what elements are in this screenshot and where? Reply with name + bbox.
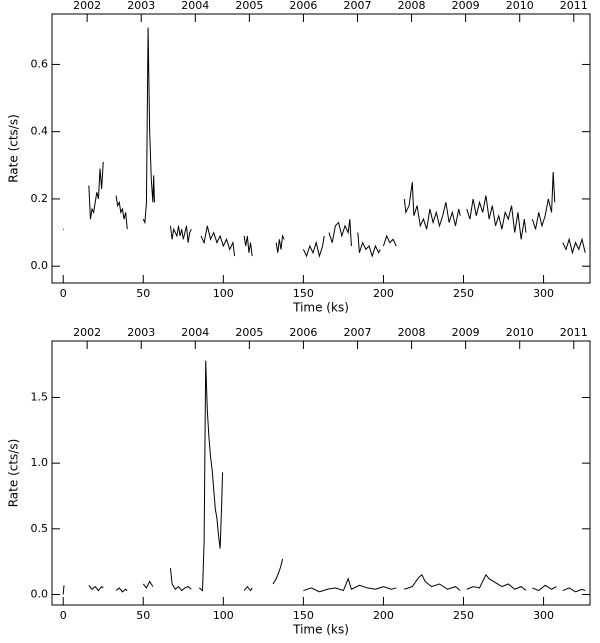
x-tick-label: 100	[213, 609, 234, 622]
top-tick-label: 2010	[506, 0, 534, 12]
top-tick-label: 2011	[560, 326, 588, 339]
top-tick-label: 2009	[452, 0, 480, 12]
x-tick-label: 0	[60, 287, 67, 300]
y-tick-label: 1.0	[31, 456, 49, 469]
x-tick-label: 200	[373, 287, 394, 300]
x-axis-title: Time (ks)	[292, 301, 349, 315]
x-tick-label: 150	[293, 609, 314, 622]
y-axis-title: Rate (cts/s)	[7, 114, 21, 183]
x-tick-label: 250	[453, 287, 474, 300]
x-axis-title: Time (ks)	[292, 623, 349, 637]
y-tick-label: 0.4	[31, 125, 49, 138]
top-tick-label: 2008	[398, 0, 426, 12]
top-tick-label: 2004	[181, 0, 209, 12]
top-tick-label: 2002	[73, 0, 101, 12]
top-tick-label: 2005	[235, 326, 263, 339]
y-tick-label: 0.0	[31, 259, 49, 272]
x-tick-label: 300	[533, 287, 554, 300]
top-tick-label: 2009	[452, 326, 480, 339]
top-tick-label: 2008	[398, 326, 426, 339]
x-tick-label: 150	[293, 287, 314, 300]
x-tick-label: 50	[136, 609, 150, 622]
top-tick-label: 2011	[560, 0, 588, 12]
panel: 0 50 100 150 200 250 300 2002 2003 2004 2005 2006 20…	[7, 326, 591, 637]
plot-frame	[51, 340, 591, 606]
x-tick-label: 300	[533, 609, 554, 622]
top-tick-label: 2004	[181, 326, 209, 339]
x-tick-label: 0	[60, 609, 67, 622]
light-curve	[62, 360, 586, 595]
x-tick-label: 100	[213, 287, 234, 300]
panel: 0 50 100 150 200 250 300 2002 2003 2004 2005 2006 20…	[7, 0, 591, 315]
top-tick-label: 2007	[343, 0, 371, 12]
top-tick-label: 2006	[289, 326, 317, 339]
x-tick-label: 250	[453, 609, 474, 622]
top-tick-label: 2006	[289, 0, 317, 12]
top-tick-label: 2002	[73, 326, 101, 339]
top-tick-label: 2010	[506, 326, 534, 339]
y-axis-title: Rate (cts/s)	[7, 439, 21, 508]
y-tick-label: 0.2	[31, 192, 49, 205]
top-tick-label: 2007	[343, 326, 371, 339]
y-tick-label: 1.5	[31, 390, 49, 403]
y-tick-label: 0.0	[31, 587, 49, 600]
top-tick-label: 2003	[127, 0, 155, 12]
top-tick-label: 2003	[127, 326, 155, 339]
light-curve	[63, 27, 586, 258]
top-tick-label: 2005	[235, 0, 263, 12]
y-tick-label: 0.5	[31, 522, 49, 535]
plot-frame	[51, 13, 591, 284]
y-tick-label: 0.6	[31, 57, 49, 70]
x-tick-label: 200	[373, 609, 394, 622]
x-tick-label: 50	[136, 287, 150, 300]
